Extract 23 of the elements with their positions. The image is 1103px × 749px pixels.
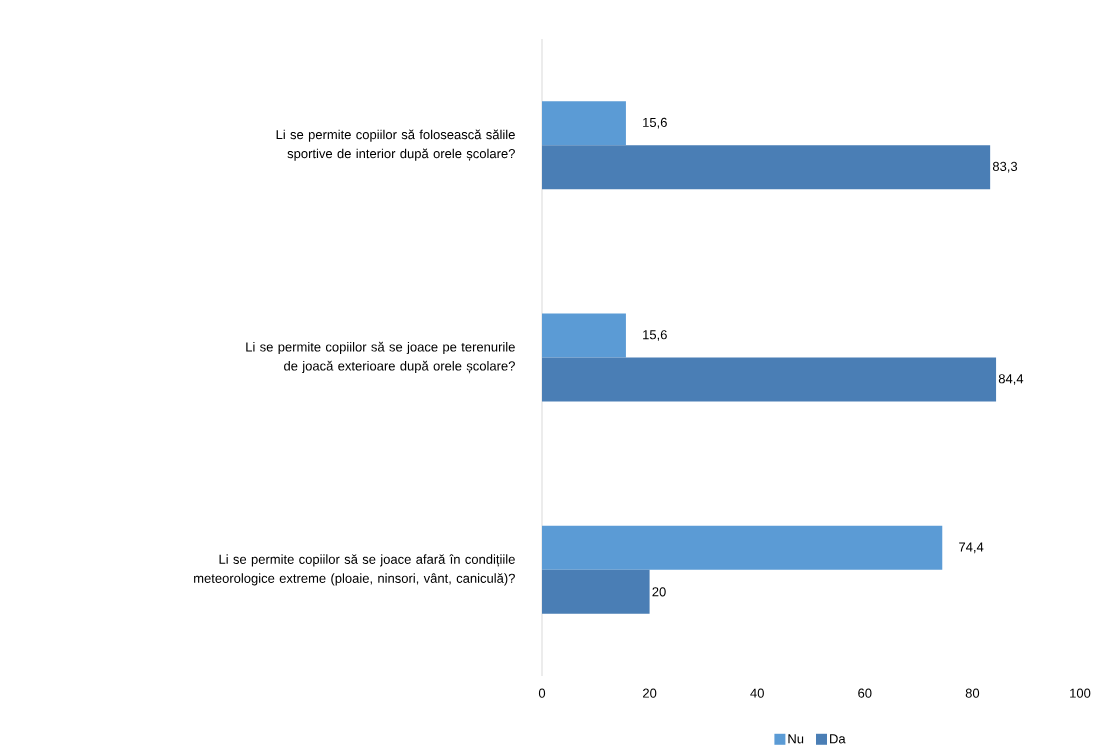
bar — [542, 313, 626, 358]
y-tick-label: Li se permite copiilor să se joace afară în condițiile meteorologice extreme (ploaie, ninsori, vânt, caniculă)? — [194, 554, 515, 586]
legend-label: Nu — [788, 734, 804, 744]
x-tick-label: 20 — [643, 688, 657, 698]
y-tick-label: Li se permite copiilor să folosească sălile sportive de interior după orele școlare? — [276, 129, 515, 161]
x-tick-label: 80 — [965, 688, 980, 698]
bar — [542, 569, 650, 614]
x-tick-label: 0 — [538, 688, 546, 698]
y-tick-label: Li se permite copiilor să se joace pe terenurile de joacă exterioare după orele școlare? — [246, 341, 515, 374]
data-label: 83,3 — [992, 161, 1018, 173]
bar — [542, 357, 997, 402]
x-tick-label: 60 — [858, 688, 872, 698]
data-label: 15,6 — [643, 117, 667, 129]
x-tick-label: 100 — [1070, 688, 1091, 698]
legend-label: Da — [830, 734, 846, 744]
x-tick-label: 40 — [750, 688, 764, 698]
data-label: 84,4 — [998, 374, 1024, 385]
bar — [542, 145, 991, 190]
bar — [542, 525, 943, 570]
data-label: 15,6 — [643, 330, 667, 341]
data-label: 20 — [652, 587, 666, 597]
bar — [542, 101, 626, 146]
data-label: 74,4 — [959, 542, 984, 554]
